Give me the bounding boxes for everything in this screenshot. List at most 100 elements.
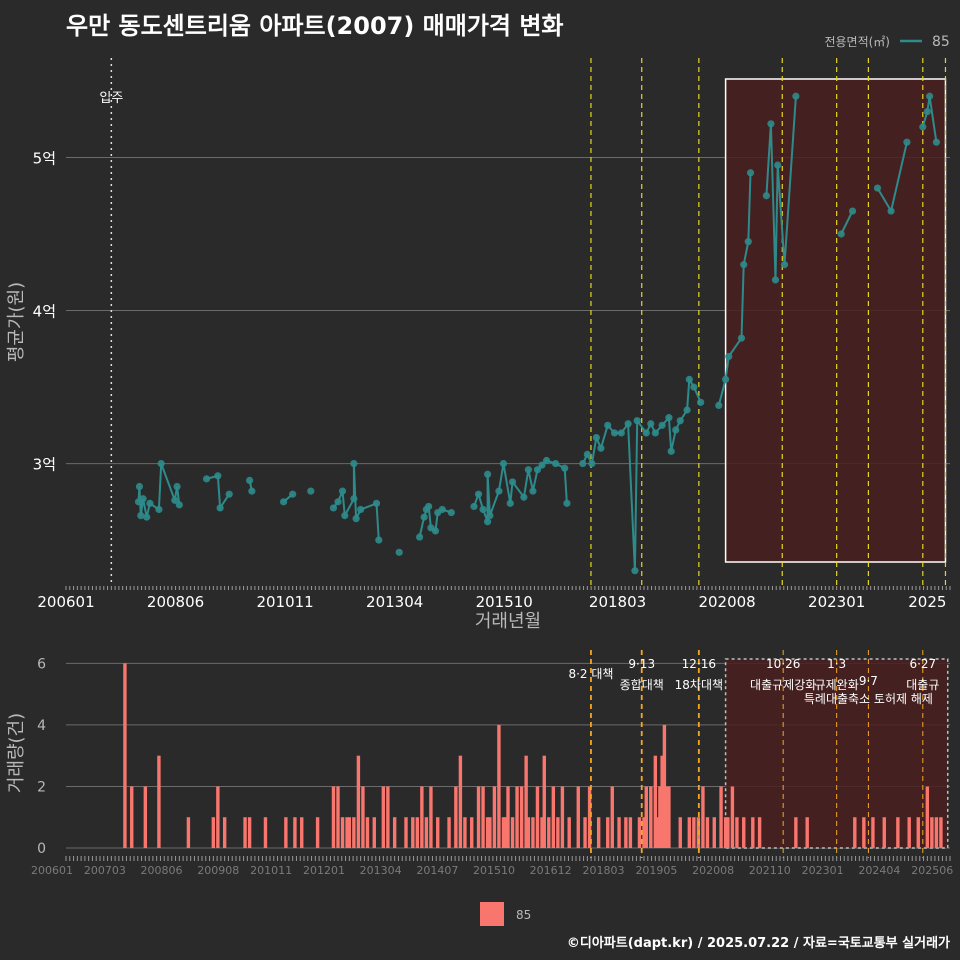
price-y-tick-label: 3억 (33, 456, 56, 474)
volume-bar (481, 786, 485, 848)
volume-x-tick-label: 202008 (692, 864, 734, 877)
price-point (873, 184, 882, 192)
volume-bar (454, 786, 458, 848)
credit-line: ©디아파트(dapt.kr) / 2025.07.22 / 자료=국토교통부 실… (566, 936, 950, 951)
volume-bar (805, 817, 809, 848)
volume-y-tick-label: 6 (37, 656, 46, 672)
price-point (617, 429, 625, 437)
price-highlight-region (724, 78, 947, 563)
volume-bar (143, 786, 148, 848)
price-y-axis-title: 평균가(원) (6, 282, 27, 362)
price-point (792, 92, 800, 100)
price-point (216, 504, 224, 512)
price-point (588, 459, 596, 468)
volume-bar (567, 817, 571, 848)
volume-bar (556, 817, 560, 848)
volume-bar (501, 817, 506, 848)
volume-bar (667, 786, 671, 848)
price-point (329, 504, 338, 512)
move-in-label: 입주 (99, 91, 123, 106)
price-point (932, 138, 941, 146)
price-point (697, 398, 705, 406)
volume-x-tick-label: 201407 (416, 864, 458, 877)
price-point (767, 120, 775, 128)
price-point (372, 499, 381, 507)
price-point (289, 490, 297, 498)
price-point (665, 414, 673, 422)
policy-name-label: 18차대책 (675, 677, 723, 692)
volume-bar (526, 817, 531, 848)
volume-bar (551, 786, 556, 848)
price-point (137, 511, 145, 520)
volume-legend-swatch (480, 902, 504, 926)
price-point (499, 459, 508, 468)
price-point (631, 567, 639, 575)
price-point (633, 417, 641, 425)
volume-bar (447, 817, 451, 848)
volume-bar (429, 786, 433, 848)
volume-bar (596, 817, 601, 848)
volume-bar (637, 817, 642, 848)
volume-bar (392, 817, 397, 848)
price-point (744, 238, 752, 246)
volume-bar (424, 817, 429, 848)
volume-bar (345, 817, 349, 848)
price-point (848, 207, 857, 215)
volume-bar (907, 817, 911, 848)
volume-bar (653, 755, 658, 848)
volume-bar (628, 817, 633, 848)
price-point (529, 487, 537, 495)
volume-bar (610, 786, 614, 848)
volume-bar (658, 786, 662, 848)
price-point (248, 487, 256, 495)
volume-bar (705, 817, 710, 848)
volume-bar (587, 786, 592, 848)
volume-bar (411, 817, 415, 848)
volume-bar (606, 817, 610, 848)
volume-bar (531, 817, 535, 848)
volume-bar (515, 786, 519, 848)
price-point (923, 107, 931, 116)
volume-bar (415, 817, 420, 848)
price-point (658, 421, 666, 429)
volume-bar (678, 817, 682, 848)
volume-bar (386, 786, 390, 848)
price-point (597, 444, 605, 452)
volume-x-tick-label: 201201 (303, 864, 345, 877)
price-point (524, 466, 533, 474)
volume-bar (504, 817, 508, 848)
volume-bar (751, 817, 755, 848)
volume-bar (470, 817, 474, 848)
price-point (307, 487, 315, 495)
volume-bar (617, 817, 621, 848)
volume-bar (535, 786, 540, 848)
volume-bar (794, 817, 798, 848)
price-point (438, 505, 446, 514)
price-point (542, 456, 551, 465)
price-point (416, 533, 424, 541)
price-point (431, 527, 440, 535)
price-point (683, 406, 691, 414)
volume-bar (492, 786, 497, 848)
policy-name-label: 규제완화 (815, 678, 859, 692)
price-point (592, 433, 601, 442)
price-point (837, 230, 845, 238)
volume-bar (365, 817, 370, 848)
volume-bar (930, 817, 934, 848)
volume-bar (488, 817, 492, 848)
price-point (341, 511, 349, 520)
policy-date-label: 12·16 (682, 657, 716, 671)
price-point (350, 495, 358, 503)
volume-bar (624, 817, 628, 848)
price-point (143, 513, 151, 521)
volume-bar (347, 817, 352, 848)
volume-x-tick-label: 201905 (635, 864, 677, 877)
price-point (146, 499, 154, 507)
price-point (520, 493, 528, 501)
price-point (624, 420, 632, 428)
price-point (725, 352, 733, 361)
volume-bar (247, 817, 252, 848)
price-point (672, 426, 680, 434)
volume-bar (519, 786, 524, 848)
